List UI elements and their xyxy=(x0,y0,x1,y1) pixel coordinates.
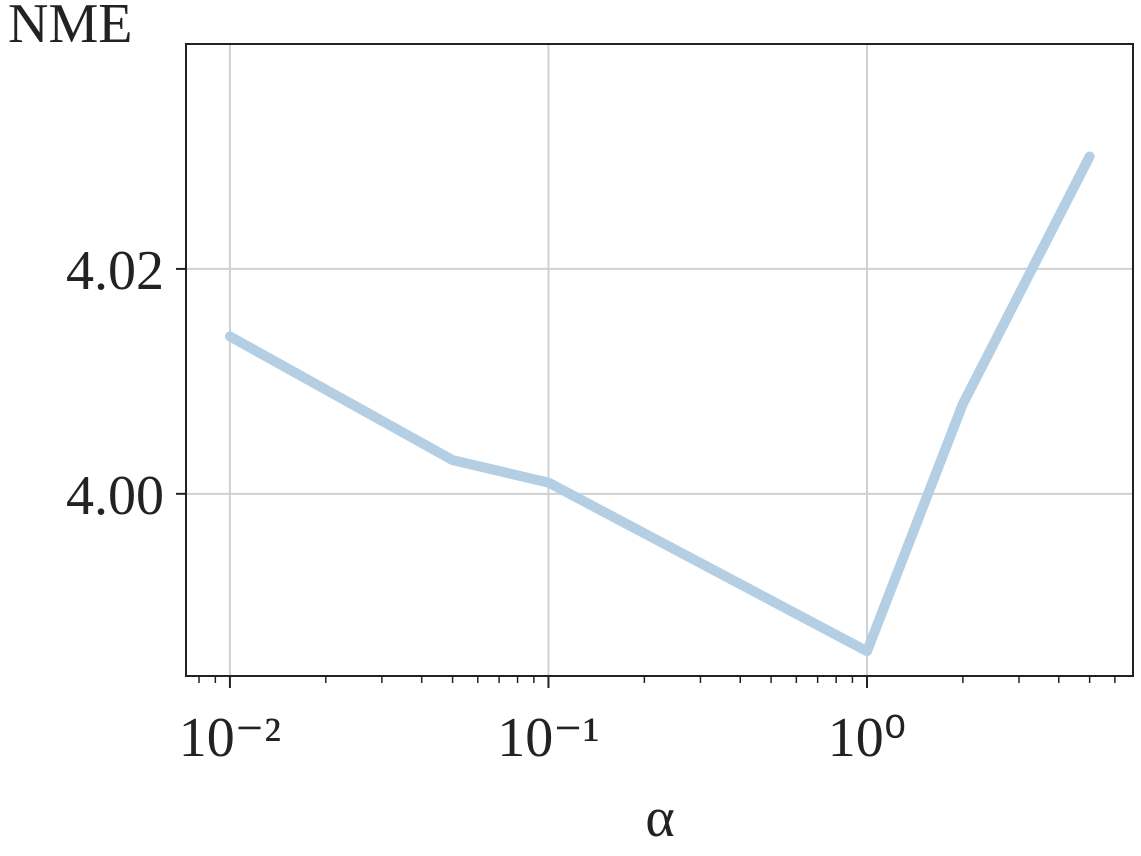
x-tick-label: 10⁻¹ xyxy=(497,707,599,769)
y-axis-label: NME xyxy=(8,0,132,55)
x-tick-label: 10⁰ xyxy=(828,707,906,769)
data-line xyxy=(224,151,1095,657)
y-tick-label: 4.02 xyxy=(66,240,164,302)
x-axis-label: α xyxy=(645,787,674,849)
y-tick-label: 4.00 xyxy=(66,465,164,527)
plot-frame xyxy=(185,43,1134,677)
x-tick-label: 10⁻² xyxy=(179,707,281,769)
